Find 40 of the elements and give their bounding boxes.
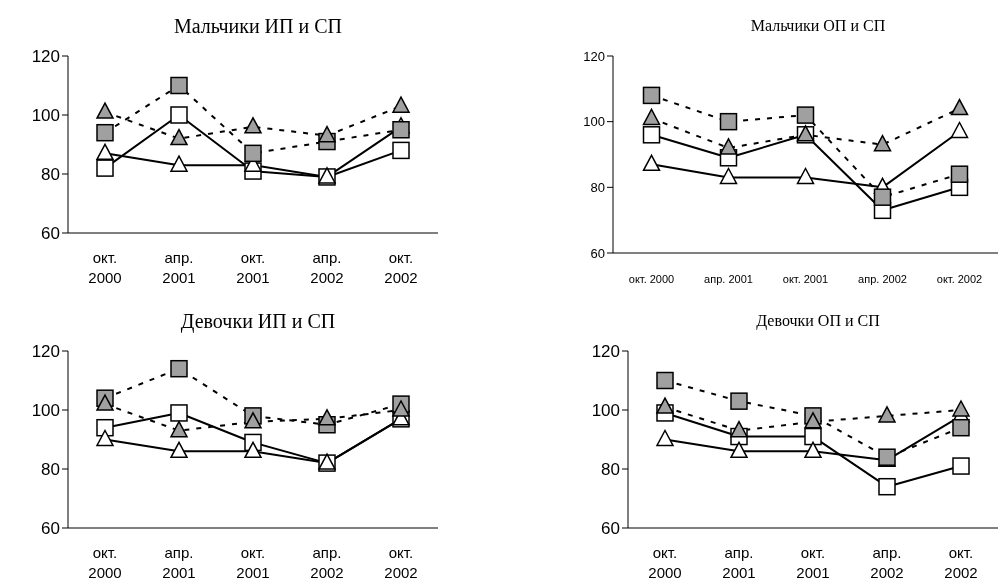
x-tick-label: окт. 2001 (782, 273, 829, 285)
y-tick-label: 60 (41, 519, 60, 539)
x-tick-label: апр. 2002 (870, 544, 904, 581)
x-tick-label: апр. 2001 (162, 249, 196, 286)
x-tick-label: окт. 2001 (236, 249, 270, 286)
chart-title: Мальчики ОП и СП (749, 16, 887, 36)
y-tick-label: 60 (41, 224, 60, 244)
x-tick-label: окт. 2002 (384, 544, 418, 581)
y-tick-label: 80 (601, 460, 620, 480)
y-tick-label: 80 (590, 179, 605, 195)
y-tick-label: 100 (31, 106, 60, 126)
y-tick-label: 60 (590, 245, 605, 261)
chart-title: Мальчики ИП и СП (173, 14, 343, 39)
x-tick-label: апр. 2002 (310, 544, 344, 581)
x-tick-label: апр. 2001 (162, 544, 196, 581)
x-tick-label: окт. 2002 (944, 544, 978, 581)
x-tick-label: окт. 2002 (936, 273, 983, 285)
x-tick-label: апр. 2002 (310, 249, 344, 286)
y-tick-label: 100 (591, 401, 620, 421)
x-tick-label: апр. 2002 (858, 273, 907, 285)
y-tick-label: 120 (583, 48, 605, 64)
y-tick-label: 120 (31, 47, 60, 67)
chart-title: Девочки ИП и СП (179, 309, 337, 335)
x-tick-label: окт. 2001 (236, 544, 270, 581)
y-tick-label: 100 (31, 401, 60, 421)
x-tick-label: окт. 2000 (88, 249, 122, 286)
y-tick-label: 80 (41, 460, 60, 480)
y-tick-label: 60 (601, 519, 620, 539)
x-tick-label: окт. 2002 (384, 249, 418, 286)
x-tick-label: окт. 2000 (628, 273, 675, 285)
y-tick-label: 80 (41, 165, 60, 185)
y-tick-label: 120 (591, 342, 620, 362)
x-tick-label: окт. 2001 (796, 544, 830, 581)
x-tick-label: апр. 2001 (722, 544, 756, 581)
chart-title: Девочки ОП и СП (755, 311, 881, 332)
y-tick-label: 100 (583, 114, 605, 130)
x-tick-label: окт. 2000 (648, 544, 682, 581)
x-tick-label: апр. 2001 (704, 273, 753, 285)
x-tick-label: окт. 2000 (88, 544, 122, 581)
y-tick-label: 120 (31, 342, 60, 362)
